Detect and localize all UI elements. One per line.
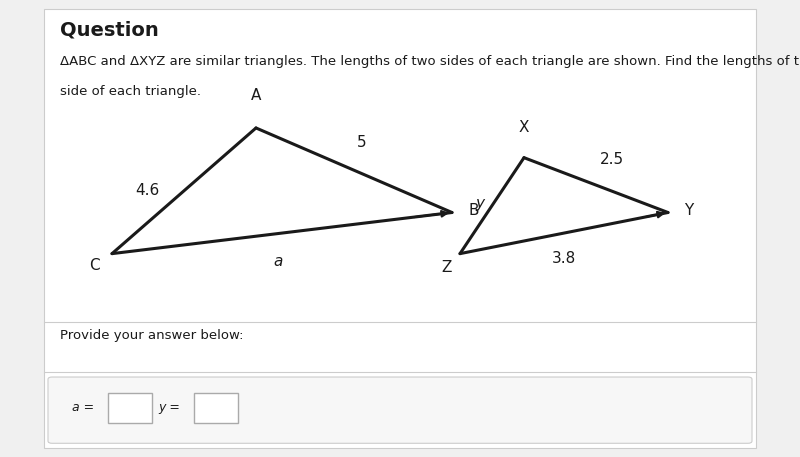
Text: C: C — [90, 258, 100, 273]
Text: Provide your answer below:: Provide your answer below: — [60, 329, 243, 342]
Text: X: X — [518, 120, 530, 135]
FancyBboxPatch shape — [194, 393, 238, 423]
Text: A: A — [251, 88, 261, 103]
Text: ΔABC and ΔXYZ are similar triangles. The lengths of two sides of each triangle a: ΔABC and ΔXYZ are similar triangles. The… — [60, 55, 800, 68]
Text: y =: y = — [158, 401, 180, 414]
Text: B: B — [468, 203, 478, 218]
Text: a: a — [274, 254, 282, 269]
Text: side of each triangle.: side of each triangle. — [60, 85, 201, 97]
Text: 3.8: 3.8 — [552, 251, 576, 266]
Text: 5: 5 — [357, 135, 367, 150]
FancyBboxPatch shape — [44, 9, 756, 448]
Text: 2.5: 2.5 — [600, 152, 624, 167]
Text: Z: Z — [442, 260, 452, 276]
Text: y: y — [475, 196, 484, 211]
Text: Y: Y — [684, 203, 694, 218]
Text: a =: a = — [72, 401, 94, 414]
FancyBboxPatch shape — [108, 393, 152, 423]
FancyBboxPatch shape — [48, 377, 752, 443]
Text: 4.6: 4.6 — [136, 183, 160, 198]
Text: Question: Question — [60, 21, 158, 40]
